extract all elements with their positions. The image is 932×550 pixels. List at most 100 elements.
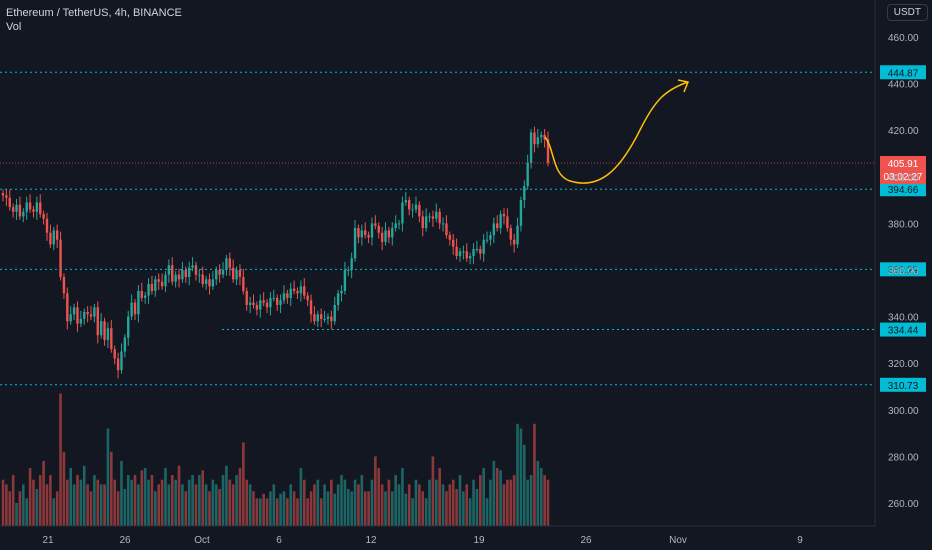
volume-bar [5, 484, 8, 526]
candle-body [59, 239, 62, 277]
volume-bar [275, 498, 279, 526]
volume-bar [512, 475, 516, 526]
current-price-tag [880, 156, 926, 185]
volume-label[interactable]: Vol [6, 21, 22, 33]
volume-bar [164, 468, 167, 526]
volume-bar [22, 484, 25, 526]
volume-bar [523, 444, 526, 526]
candle-body [465, 251, 468, 259]
volume-bar [116, 491, 120, 526]
candle-body [208, 279, 211, 287]
candle-body [218, 270, 221, 275]
candle-body [201, 274, 204, 284]
candle-body [140, 290, 143, 298]
candle-body [123, 337, 127, 352]
volume-bar [357, 484, 360, 526]
candle-body [330, 316, 333, 322]
candle-body [323, 318, 326, 320]
volume-bar [299, 468, 303, 526]
candle-body [167, 265, 171, 275]
volume-bar [441, 484, 445, 526]
price-tick-label: 360.00 [888, 266, 919, 277]
candle-body [181, 270, 184, 280]
volume-bar [120, 461, 123, 526]
candle-body [93, 307, 96, 317]
candle-body [11, 207, 15, 212]
candle-body [177, 274, 181, 280]
volume-bar [472, 479, 475, 526]
volume-bar [495, 468, 499, 526]
candle-body [391, 228, 394, 238]
candle-body [191, 265, 194, 268]
price-tick-label: 380.00 [888, 219, 919, 230]
volume-bar [55, 491, 59, 526]
volume-bar [76, 475, 79, 526]
level-price-label: 310.73 [888, 381, 919, 392]
level-price-label: 334.44 [888, 326, 919, 337]
volume-bar [69, 468, 73, 526]
volume-bar [49, 475, 52, 526]
volume-bar [154, 491, 157, 526]
volume-bar [360, 475, 364, 526]
candle-body [296, 290, 299, 294]
candle-body [204, 279, 208, 284]
time-tick-label: 6 [276, 535, 282, 546]
volume-bar [407, 484, 411, 526]
volume-bar [272, 484, 276, 526]
volume-bar [438, 468, 441, 526]
candle-body [147, 283, 150, 296]
candle-body [242, 276, 245, 291]
candle-body [394, 223, 397, 229]
volume-bar [421, 491, 425, 526]
volume-bar [475, 489, 479, 526]
candle-body [519, 200, 523, 226]
candle-body [225, 258, 228, 270]
volume-bar [343, 479, 347, 526]
candle-body [228, 258, 232, 268]
currency-button[interactable]: USDT [886, 4, 928, 21]
volume-bar [340, 475, 343, 526]
candle-body [421, 216, 424, 229]
volume-bar [187, 479, 191, 526]
volume-bar [143, 468, 147, 526]
candle-body [418, 204, 421, 217]
volume-bar [157, 484, 161, 526]
volume-bar [519, 428, 523, 526]
volume-bar [231, 484, 235, 526]
volume-bar [390, 491, 394, 526]
volume-bar [309, 491, 313, 526]
volume-bar [255, 498, 259, 526]
volume-bar [82, 465, 86, 526]
forecast-arrow-drawing[interactable] [544, 81, 689, 184]
price-tick-label: 440.00 [888, 80, 919, 91]
volume-bar [184, 491, 188, 526]
candle-body [79, 318, 83, 324]
volume-bar [72, 484, 76, 526]
volume-bar [465, 484, 469, 526]
candle-body [364, 230, 367, 236]
candle-body [194, 265, 198, 275]
level-price-tag [880, 262, 926, 277]
volume-bar [451, 479, 455, 526]
volume-bar [133, 475, 137, 526]
candle-body [96, 307, 99, 336]
time-tick-label: Oct [194, 535, 210, 546]
time-tick-label: 9 [797, 535, 803, 546]
candle-body [235, 270, 238, 280]
candle-body [306, 295, 309, 301]
candle-body [22, 211, 25, 217]
volume-bar [330, 479, 333, 526]
candle-body [25, 202, 28, 212]
volume-bar [208, 491, 211, 526]
volume-bar [350, 491, 353, 526]
volume-bar [123, 489, 127, 526]
candle-body [411, 209, 414, 211]
volume-bar [374, 456, 377, 526]
volume-bar [424, 498, 428, 526]
candle-body [184, 270, 187, 277]
candle-body [86, 311, 89, 315]
volume-bar [516, 423, 519, 526]
symbol-title[interactable]: Ethereum / TetherUS, 4h, BINANCE [6, 7, 182, 19]
volume-bar [323, 484, 326, 526]
